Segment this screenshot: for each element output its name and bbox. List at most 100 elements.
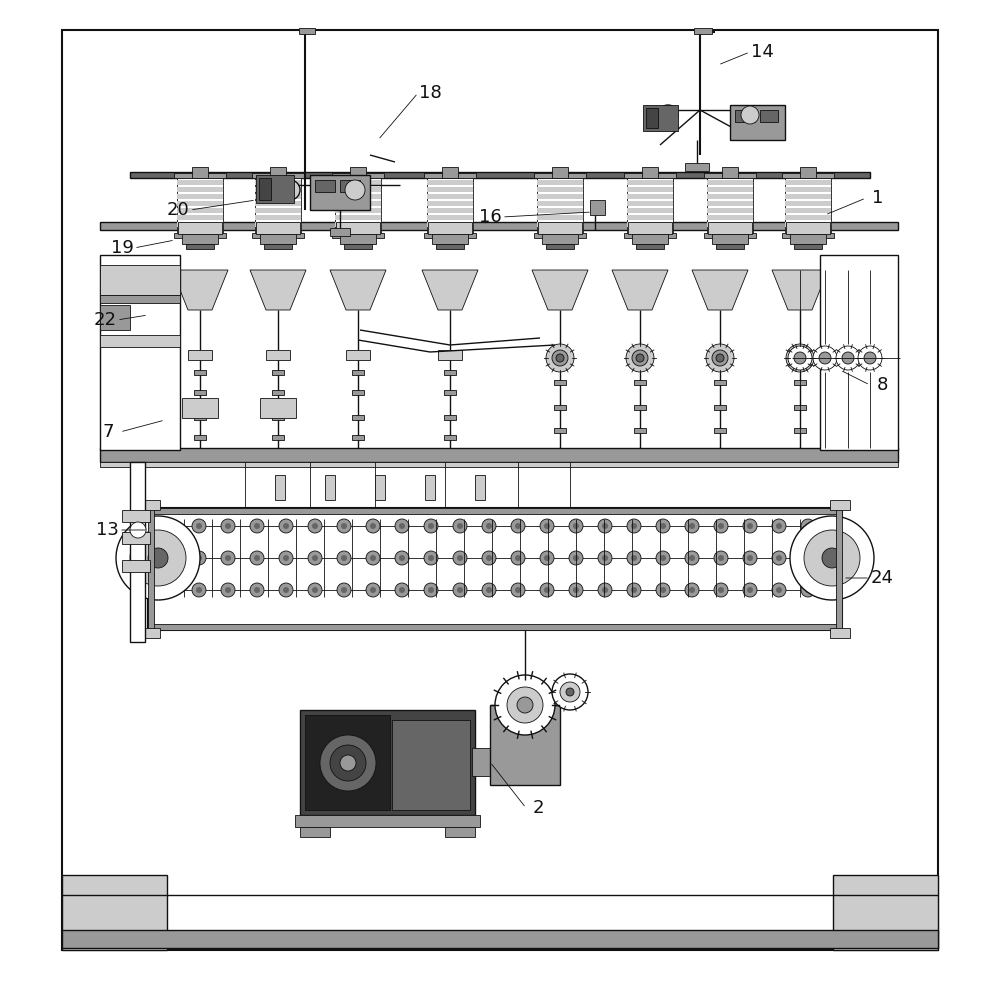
Bar: [436, 244, 464, 249]
Circle shape: [834, 587, 840, 593]
Bar: [627, 201, 673, 206]
Bar: [427, 215, 473, 220]
Circle shape: [196, 555, 202, 561]
Circle shape: [813, 346, 837, 370]
Circle shape: [540, 519, 554, 533]
Circle shape: [167, 587, 173, 593]
Circle shape: [148, 548, 168, 568]
Circle shape: [560, 682, 580, 702]
Bar: [300, 827, 330, 837]
Circle shape: [801, 551, 815, 565]
Circle shape: [345, 180, 365, 200]
Circle shape: [631, 523, 637, 529]
Circle shape: [834, 523, 840, 529]
Bar: [130, 462, 145, 642]
Bar: [830, 500, 850, 510]
Bar: [634, 380, 646, 385]
Bar: [490, 705, 560, 785]
Text: 14: 14: [751, 43, 773, 61]
Bar: [646, 108, 658, 128]
Bar: [335, 208, 381, 213]
Circle shape: [280, 180, 300, 200]
Circle shape: [428, 587, 434, 593]
Bar: [427, 208, 473, 213]
Bar: [346, 350, 370, 360]
Bar: [722, 167, 738, 178]
Circle shape: [482, 519, 496, 533]
Bar: [694, 28, 712, 34]
Circle shape: [163, 519, 177, 533]
Circle shape: [399, 523, 405, 529]
Circle shape: [424, 583, 438, 597]
Circle shape: [598, 551, 612, 565]
Circle shape: [254, 555, 260, 561]
Circle shape: [716, 354, 724, 362]
Bar: [335, 201, 381, 206]
Circle shape: [631, 555, 637, 561]
Circle shape: [320, 735, 376, 791]
Circle shape: [515, 555, 521, 561]
Circle shape: [196, 587, 202, 593]
Bar: [785, 215, 831, 220]
Circle shape: [656, 519, 670, 533]
Circle shape: [196, 523, 202, 529]
Circle shape: [718, 523, 724, 529]
Bar: [295, 815, 480, 827]
Circle shape: [337, 551, 351, 565]
Circle shape: [515, 523, 521, 529]
Bar: [177, 180, 223, 185]
Circle shape: [482, 551, 496, 565]
Text: 18: 18: [419, 84, 441, 102]
Circle shape: [254, 587, 260, 593]
Circle shape: [540, 551, 554, 565]
Bar: [330, 228, 350, 236]
Bar: [538, 222, 582, 234]
Bar: [148, 508, 154, 630]
Circle shape: [805, 555, 811, 561]
Bar: [350, 167, 366, 178]
Bar: [794, 405, 806, 410]
Circle shape: [517, 697, 533, 713]
Circle shape: [626, 344, 654, 372]
Circle shape: [834, 555, 840, 561]
Circle shape: [776, 555, 782, 561]
Circle shape: [573, 523, 579, 529]
Bar: [714, 380, 726, 385]
Circle shape: [340, 755, 356, 771]
Circle shape: [366, 583, 380, 597]
Bar: [100, 222, 898, 230]
Bar: [685, 163, 709, 171]
Circle shape: [341, 523, 347, 529]
Bar: [634, 405, 646, 410]
Circle shape: [772, 519, 786, 533]
Bar: [424, 173, 476, 178]
Circle shape: [192, 519, 206, 533]
Circle shape: [788, 346, 812, 370]
Circle shape: [279, 519, 293, 533]
Circle shape: [370, 555, 376, 561]
Circle shape: [337, 519, 351, 533]
Bar: [627, 178, 673, 233]
Circle shape: [743, 583, 757, 597]
Bar: [836, 508, 842, 630]
Bar: [344, 244, 372, 249]
Bar: [707, 215, 753, 220]
Bar: [148, 508, 842, 630]
Bar: [642, 167, 658, 178]
Circle shape: [511, 583, 525, 597]
Bar: [255, 180, 301, 185]
Circle shape: [428, 555, 434, 561]
Circle shape: [822, 548, 842, 568]
Bar: [352, 415, 364, 420]
Circle shape: [279, 551, 293, 565]
Text: 19: 19: [111, 239, 133, 257]
Circle shape: [714, 519, 728, 533]
Circle shape: [511, 551, 525, 565]
Bar: [427, 178, 473, 233]
Bar: [428, 222, 472, 234]
Bar: [62, 30, 938, 950]
Circle shape: [221, 583, 235, 597]
Circle shape: [424, 551, 438, 565]
Bar: [192, 167, 208, 178]
Bar: [260, 398, 296, 418]
